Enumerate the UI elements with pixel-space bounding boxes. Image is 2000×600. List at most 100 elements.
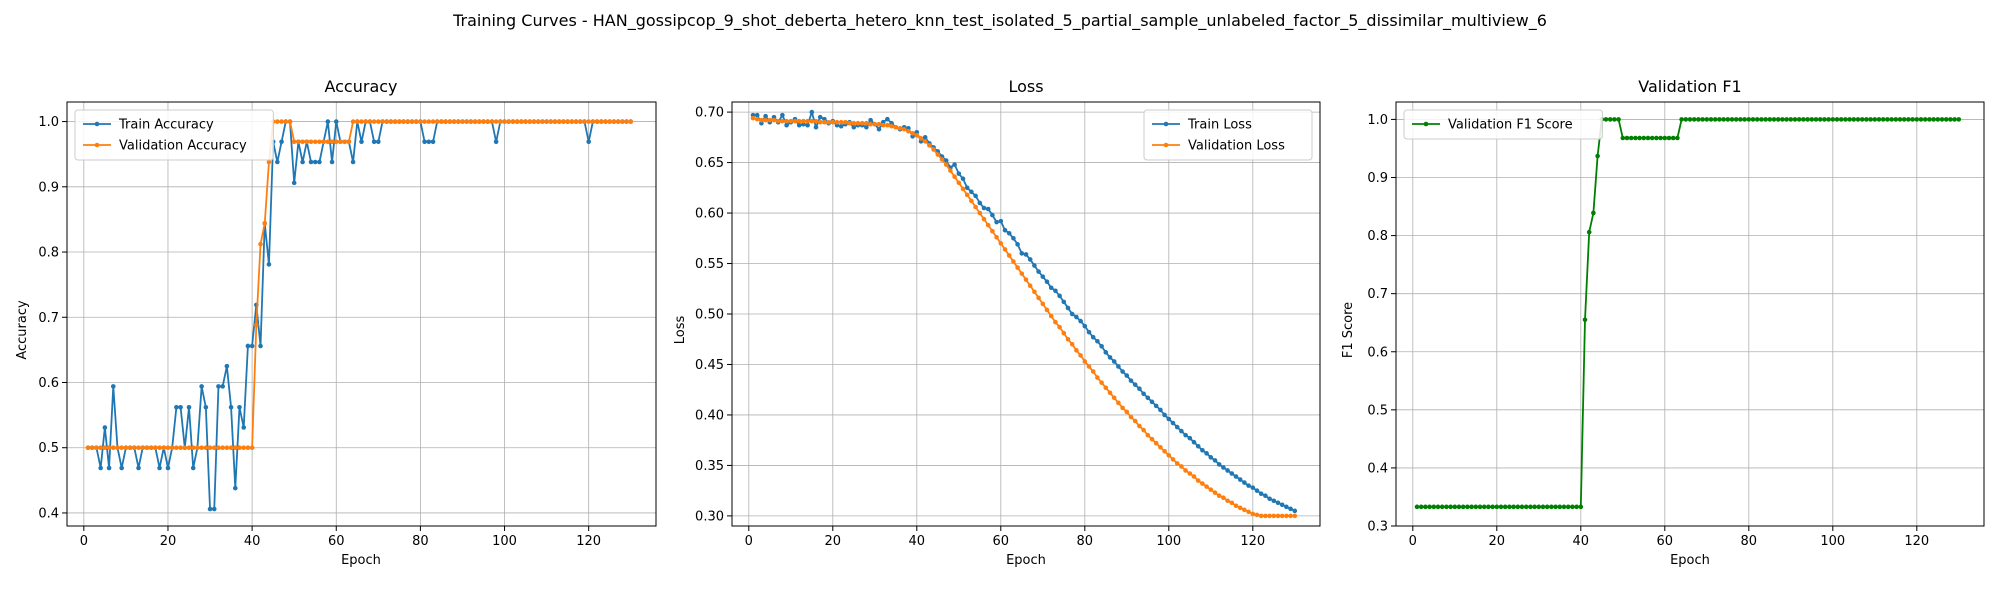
train-accuracy-point [279,139,284,145]
validation-f1-score-point [1733,117,1739,122]
train-loss-point [838,123,844,129]
validation-accuracy-point [455,119,461,124]
validation-f1-score-point [1943,117,1949,122]
validation-f1-score-point [1465,504,1470,510]
validation-accuracy-point [220,445,225,451]
validation-accuracy-point [447,119,453,124]
validation-f1-score-point [1582,317,1588,323]
validation-accuracy-point [460,119,465,124]
train-loss-point [1187,435,1193,441]
validation-accuracy-point [279,119,284,124]
validation-loss-point [1292,513,1298,519]
train-loss-point [1263,493,1268,499]
validation-accuracy-point [291,139,297,145]
validation-loss-point [1162,448,1167,454]
train-loss-point [1162,412,1167,418]
validation-loss-point [1065,336,1071,342]
train-loss-point [1174,424,1180,430]
train-loss-legend-label: Train Loss [1187,118,1252,133]
validation-accuracy-point [418,119,423,124]
validation-accuracy-point [468,119,474,124]
validation-f1-score-point [1696,117,1701,122]
accuracy-x-tick-label: 60 [328,534,345,549]
validation-accuracy-point [287,119,293,124]
validation-f1-score-point [1784,117,1789,122]
validation-loss-point [864,120,869,126]
validation-f1-score-point [1578,504,1584,510]
validation-f1-score-point [1893,117,1899,122]
validation-f1-score-point [1880,117,1886,122]
validation-f1-score-point [1771,117,1777,122]
validation-accuracy-point [413,119,419,124]
validation-loss-point [893,124,899,130]
validation-loss-point [1069,341,1075,347]
accuracy-chart: Accuracy Epoch Accuracy 0 20 40 60 80 100 120 0… [15,77,657,568]
validation-f1-y-tick-label: 1.0 [1367,113,1388,128]
validation-f1-chart-ylabel: F1 Score [1341,302,1356,358]
validation-loss-point [1141,427,1146,433]
validation-f1-score-point [1872,117,1878,122]
validation-loss-point [796,118,802,124]
train-loss-point [1069,311,1075,317]
validation-accuracy-point [258,241,263,247]
validation-loss-point [973,204,978,210]
validation-f1-score-point [1557,504,1563,510]
train-accuracy-point [106,465,112,471]
validation-f1-x-tick-label: 20 [1489,534,1506,549]
validation-f1-score-point [1540,504,1546,510]
validation-f1-score-point [1838,117,1844,122]
accuracy-x-tick-label: 0 [80,534,88,549]
train-loss-point [1111,359,1117,364]
validation-f1-x-tick-label: 100 [1820,534,1845,549]
validation-loss-point [1166,453,1172,458]
validation-f1-score-point [1670,135,1676,141]
train-accuracy-point [232,485,238,491]
train-loss-point [1078,318,1083,324]
train-accuracy-point [136,465,141,471]
train-loss-point [1132,382,1138,387]
validation-loss-point [750,115,756,121]
validation-loss-point [1090,369,1096,374]
validation-f1-legend-box [1403,109,1603,140]
validation-f1-score-point [1553,504,1558,510]
validation-accuracy-point [199,445,204,451]
validation-loss-point [1242,507,1247,513]
validation-f1-score-point [1473,504,1479,510]
validation-loss-point [838,119,844,125]
train-loss-point [1158,407,1163,413]
validation-loss-point [1116,400,1121,406]
validation-f1-score-point [1826,117,1831,122]
validation-f1-score-point [1746,117,1752,122]
loss-y-tick-label: 0.50 [695,308,724,323]
validation-accuracy-legend-label: Validation Accuracy [119,139,247,154]
train-accuracy-point [157,465,162,471]
validation-loss-point [1057,324,1062,330]
validation-f1-score-point [1721,117,1726,122]
validation-accuracy-point [89,445,95,451]
validation-accuracy-point [333,139,339,145]
validation-accuracy-point [254,322,259,328]
train-accuracy-point [220,384,225,389]
train-accuracy-point [371,139,377,145]
validation-f1-score-point [1519,504,1525,510]
validation-accuracy-point [371,119,377,124]
validation-loss-point [1036,295,1041,301]
train-loss-point [1044,279,1050,284]
figure-suptitle: Training Curves - HAN_gossipcop_9_shot_d… [452,11,1547,31]
validation-accuracy-point [624,119,629,124]
train-accuracy-point [275,159,280,165]
validation-accuracy-point [127,445,133,451]
train-loss-point [1267,496,1272,502]
train-loss-point [1141,391,1146,397]
validation-accuracy-point [569,119,575,124]
validation-f1-score-point [1742,117,1747,122]
validation-loss-point [784,118,789,124]
validation-accuracy-point [510,119,516,124]
train-accuracy-point [329,159,335,165]
train-accuracy-point [350,159,356,165]
train-loss-point [1221,465,1226,470]
validation-loss-point [809,118,815,124]
accuracy-x-tick-label: 80 [412,534,429,549]
validation-accuracy-point [590,119,596,124]
